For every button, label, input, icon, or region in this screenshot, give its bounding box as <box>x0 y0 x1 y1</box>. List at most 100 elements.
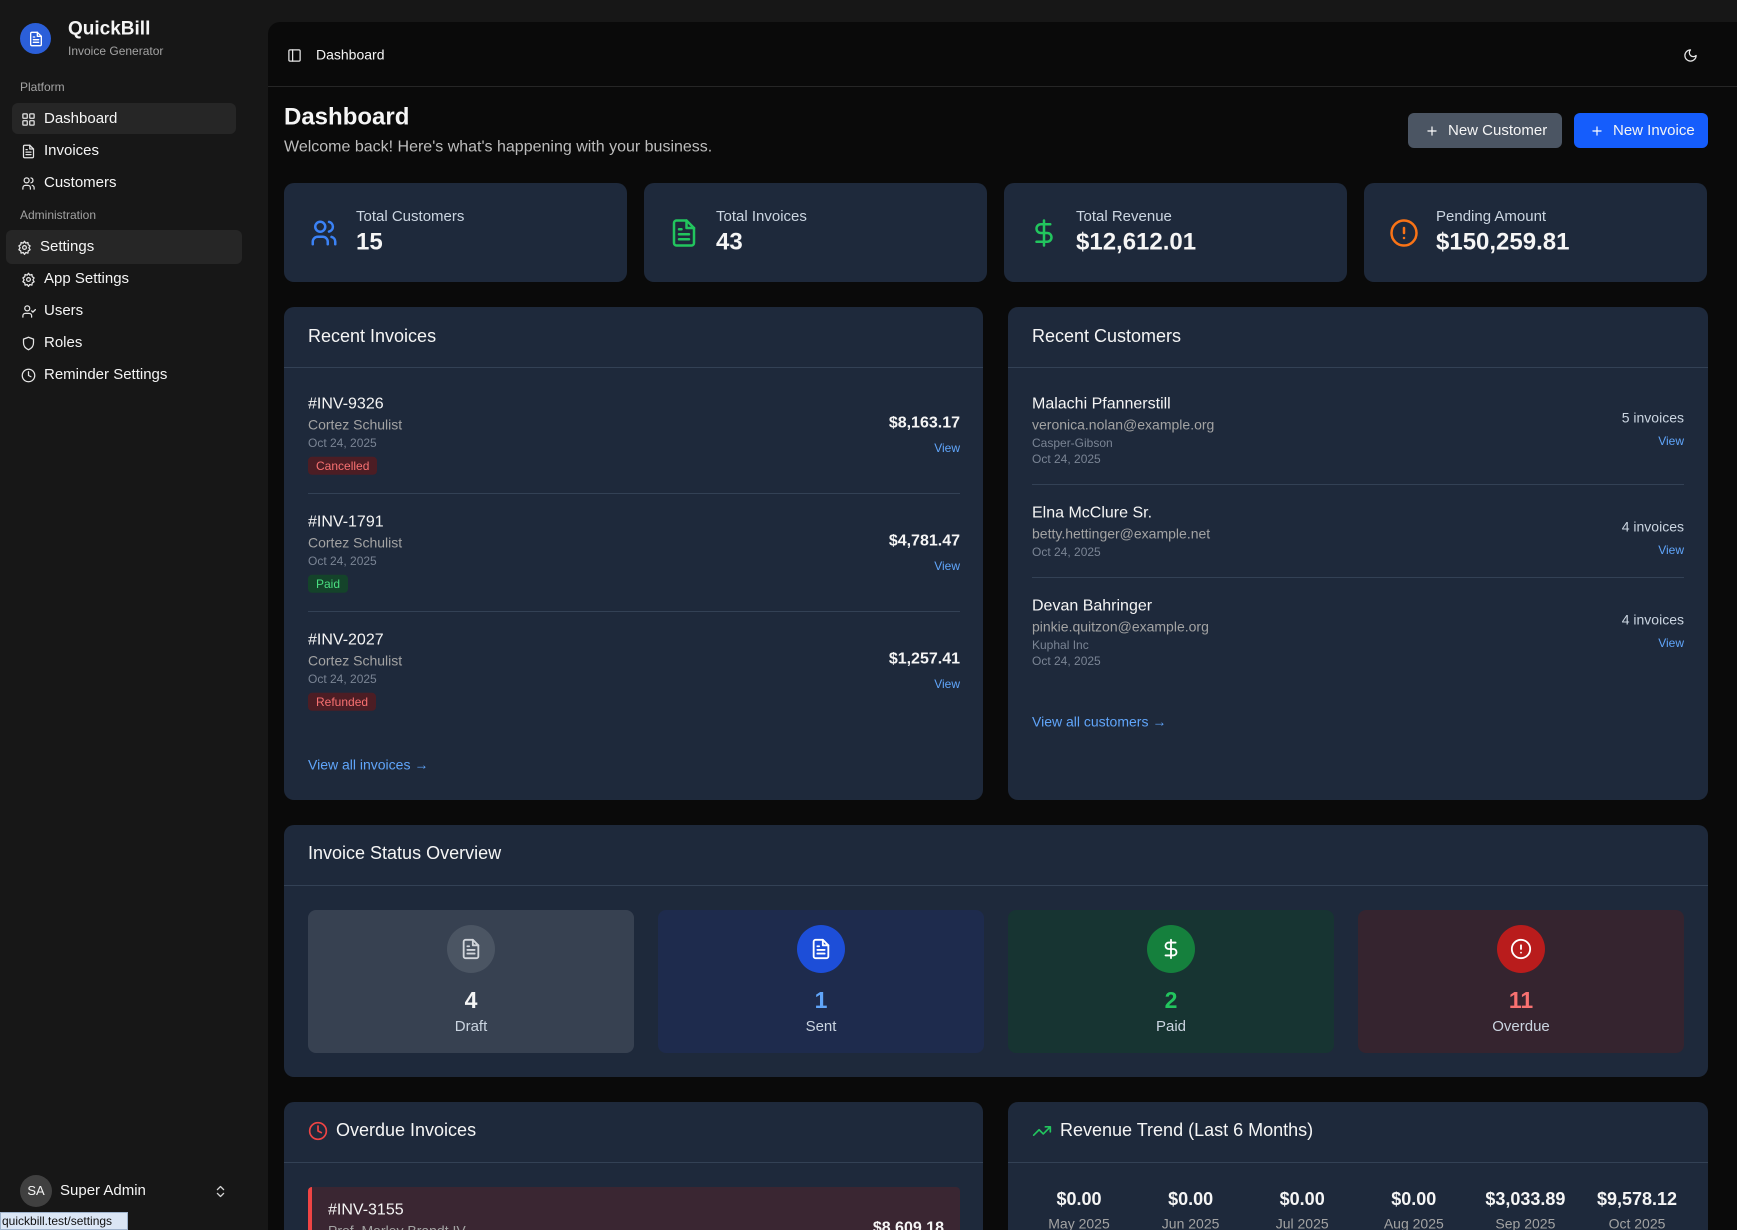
invoice-number: #INV-1791 <box>308 513 384 531</box>
user-name[interactable]: Super Admin <box>60 1182 146 1199</box>
card-title: Overdue Invoices <box>336 1120 477 1141</box>
invoice-date: Oct 24, 2025 <box>308 435 377 450</box>
view-link[interactable]: View <box>1658 635 1684 650</box>
stat-label: Total Customers <box>356 208 465 225</box>
invoice-customer: Cortez Schulist <box>308 534 403 551</box>
view-link[interactable]: View <box>934 558 960 573</box>
invoice-status: Cancelled <box>308 456 378 476</box>
status-icon <box>462 938 480 960</box>
nav-icon <box>22 336 34 350</box>
nav-icon <box>21 304 36 318</box>
customer-date: Oct 24, 2025 <box>1032 653 1101 668</box>
item-divider <box>308 493 960 494</box>
revenue-card <box>1008 1102 1708 1230</box>
stat-card <box>644 183 987 282</box>
plus-icon <box>1427 125 1437 136</box>
stat-label: Pending Amount <box>1436 208 1547 225</box>
card-divider <box>284 1162 983 1163</box>
recent-customers-card <box>1008 307 1708 800</box>
nav-item[interactable]: Dashboard <box>44 110 118 127</box>
stat-value: 43 <box>716 228 743 256</box>
overdue-customer: Prof. Marley Brandt IV <box>328 1223 466 1230</box>
customer-email: pinkie.quitzon@example.org <box>1032 618 1209 635</box>
nav-icon <box>17 240 31 255</box>
card-divider <box>284 367 983 368</box>
nav-item[interactable]: App Settings <box>44 270 130 287</box>
logo-icon <box>29 31 42 46</box>
customer-invoice-count: 4 invoices <box>1621 611 1684 628</box>
nav-item[interactable]: Reminder Settings <box>44 366 168 383</box>
view-all-invoices[interactable]: View all invoices → <box>308 756 429 773</box>
stat-icon <box>672 219 696 247</box>
nav-icon <box>21 368 35 382</box>
status-icon <box>1164 938 1178 960</box>
stat-value: 15 <box>356 228 383 256</box>
invoice-amount: $1,257.41 <box>888 650 960 668</box>
item-divider <box>308 611 960 612</box>
status-label: Paid <box>1155 1018 1187 1035</box>
invoice-status: Paid <box>308 574 349 594</box>
customer-invoice-count: 5 invoices <box>1621 409 1684 426</box>
app-name: QuickBill <box>68 18 151 40</box>
nav-item[interactable]: Users <box>44 302 84 319</box>
status-icon <box>812 938 830 960</box>
nav-item[interactable]: Settings <box>40 238 95 255</box>
card-divider <box>284 885 1708 886</box>
card-divider <box>1008 367 1708 368</box>
month-label: May 2025 <box>1048 1215 1110 1230</box>
stat-label: Total Revenue <box>1076 208 1172 225</box>
nav-item[interactable]: Invoices <box>44 142 100 159</box>
month-revenue: $9,578.12 <box>1596 1189 1678 1210</box>
stat-card <box>1364 183 1707 282</box>
avatar-initials: SA <box>27 1183 45 1199</box>
sidebar-toggle <box>287 48 301 62</box>
status-label: Overdue <box>1492 1018 1550 1035</box>
button-label[interactable]: New Customer <box>1448 121 1548 139</box>
month-label: Oct 2025 <box>1608 1215 1666 1230</box>
invoice-customer: Cortez Schulist <box>308 652 403 669</box>
status-count: 4 <box>464 987 478 1014</box>
nav-icon <box>21 112 35 126</box>
stat-label: Total Invoices <box>716 208 807 225</box>
card-title: Recent Invoices <box>308 326 437 347</box>
invoice-customer: Cortez Schulist <box>308 416 403 433</box>
view-link[interactable]: View <box>934 676 960 691</box>
month-revenue: $0.00 <box>1279 1189 1325 1210</box>
customer-email: veronica.nolan@example.org <box>1032 416 1215 433</box>
stat-card <box>284 183 627 282</box>
view-link[interactable]: View <box>934 440 960 455</box>
item-divider <box>1032 484 1684 485</box>
invoice-date: Oct 24, 2025 <box>308 671 377 686</box>
view-link[interactable]: View <box>1658 433 1684 448</box>
customer-company: Casper-Gibson <box>1032 435 1113 450</box>
recent-invoices-card <box>284 307 983 800</box>
customer-name: Elna McClure Sr. <box>1032 504 1153 522</box>
customer-email: betty.hettinger@example.net <box>1032 525 1211 542</box>
status-label: Draft <box>454 1018 488 1035</box>
card-title: Revenue Trend (Last 6 Months) <box>1060 1120 1314 1141</box>
card-divider <box>1008 1162 1708 1163</box>
customer-name: Devan Bahringer <box>1032 597 1153 615</box>
view-link[interactable]: View <box>1658 542 1684 557</box>
month-label: Sep 2025 <box>1495 1215 1556 1230</box>
stat-card <box>1004 183 1347 282</box>
invoice-amount: $4,781.47 <box>888 532 960 550</box>
overdue-number: #INV-3155 <box>328 1201 404 1219</box>
view-all-customers[interactable]: View all customers → <box>1032 713 1167 730</box>
stat-icon <box>311 220 337 246</box>
status-icon <box>1510 938 1532 960</box>
nav-item[interactable]: Roles <box>44 334 83 351</box>
item-divider <box>1032 577 1684 578</box>
invoice-amount: $8,163.17 <box>888 414 960 432</box>
invoice-number: #INV-2027 <box>308 631 384 649</box>
trend-icon <box>1032 1126 1052 1136</box>
nav-item[interactable]: Customers <box>44 174 117 191</box>
invoice-status: Refunded <box>308 692 377 712</box>
card-title: Recent Customers <box>1032 326 1182 347</box>
app-subtitle: Invoice Generator <box>68 43 164 58</box>
nav-icon <box>21 272 35 287</box>
card-title: Invoice Status Overview <box>308 843 502 864</box>
nav-section-title: Administration <box>20 207 97 222</box>
customer-date: Oct 24, 2025 <box>1032 451 1101 466</box>
button-label[interactable]: New Invoice <box>1613 121 1695 139</box>
